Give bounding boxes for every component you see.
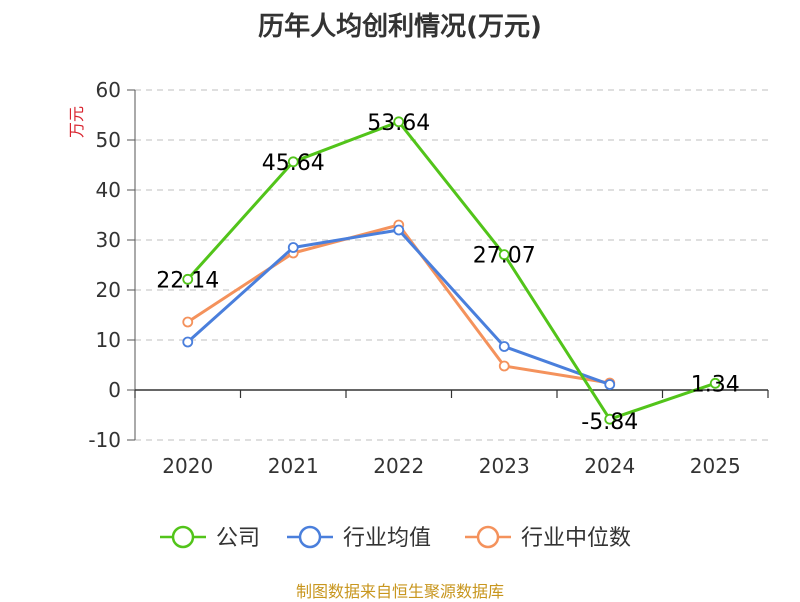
series-line — [186, 223, 610, 385]
data-point — [709, 377, 721, 389]
series-line — [186, 228, 611, 386]
legend-item: 行业均值 — [287, 525, 431, 551]
series-line — [186, 120, 716, 421]
data-point — [498, 360, 510, 372]
chart-title: 历年人均创利情况(万元) — [258, 12, 542, 42]
legend-label: 行业均值 — [343, 526, 431, 551]
y-tick-label: 20 — [96, 278, 121, 302]
data-label: 22.14 — [156, 268, 219, 293]
x-tick-label: 2023 — [479, 454, 530, 478]
y-tick-label: 10 — [96, 328, 121, 352]
y-tick-label: -10 — [88, 428, 121, 452]
data-point — [182, 316, 194, 328]
data-point — [498, 249, 510, 261]
legend-label: 行业中位数 — [521, 526, 631, 551]
data-label: 53.64 — [367, 111, 430, 136]
data-point — [498, 341, 510, 352]
x-tick-label: 2020 — [162, 454, 213, 478]
legend-swatch-marker — [171, 525, 195, 549]
data-point — [604, 413, 616, 425]
y-axis-unit: 万元 — [67, 106, 86, 138]
legend-item: 公司 — [160, 525, 260, 551]
data-point — [182, 273, 194, 285]
data-point — [604, 379, 616, 390]
data-point — [182, 336, 194, 348]
data-point — [393, 224, 405, 236]
y-tick-label: 30 — [96, 228, 121, 252]
x-tick-label: 2021 — [268, 454, 319, 478]
x-tick-label: 2024 — [584, 454, 635, 478]
legend-item: 行业中位数 — [465, 525, 631, 551]
y-tick-label: 60 — [96, 78, 121, 102]
legend-label: 公司 — [216, 526, 260, 551]
x-tick-label: 2022 — [373, 454, 424, 478]
legend-swatch-marker — [476, 525, 500, 549]
data-label: 1.34 — [691, 372, 740, 397]
source-note: 制图数据来自恒生聚源数据库 — [295, 582, 504, 601]
legend-swatch-marker — [298, 525, 322, 549]
data-label: 27.07 — [473, 244, 536, 269]
data-label: 45.64 — [262, 151, 325, 176]
data-point — [287, 242, 299, 253]
data-label: -5.84 — [581, 410, 638, 435]
y-tick-label: 0 — [108, 378, 121, 402]
y-tick-label: 40 — [96, 178, 121, 202]
y-tick-label: 50 — [96, 128, 121, 152]
data-point — [287, 156, 299, 168]
data-point — [393, 116, 405, 128]
x-tick-label: 2025 — [690, 454, 741, 478]
